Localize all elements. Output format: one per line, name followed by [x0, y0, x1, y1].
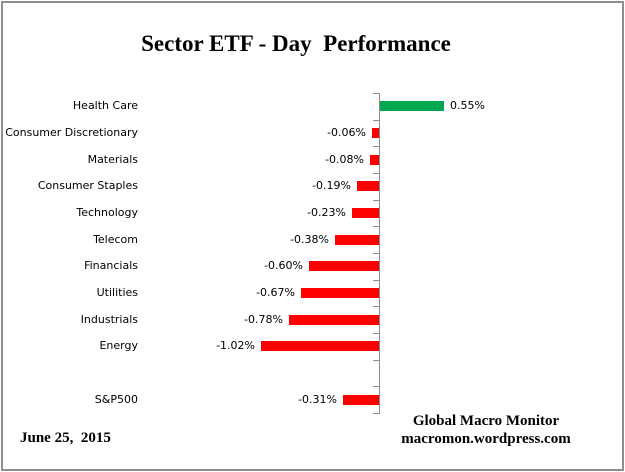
- axis-tick: [373, 333, 379, 334]
- category-label-s-p500: S&P500: [94, 392, 138, 406]
- value-label-technology: -0.23%: [307, 206, 346, 219]
- category-label-energy: Energy: [99, 339, 138, 353]
- bar-health-care: [380, 101, 444, 112]
- axis-tick: [373, 119, 379, 121]
- category-label-consumer-staples: Consumer Staples: [37, 179, 138, 193]
- category-label-telecom: Telecom: [93, 232, 138, 246]
- bar-financials: [309, 261, 379, 272]
- value-label-consumer-staples: -0.19%: [312, 179, 351, 193]
- bar-industrials: [289, 314, 379, 325]
- category-label-financials: Financials: [84, 259, 138, 273]
- value-label-health-care: 0.55%: [450, 99, 485, 113]
- axis-tick: [373, 253, 379, 254]
- date-label: June 25, 2015: [20, 430, 111, 446]
- category-label-industrials: Industrials: [80, 312, 138, 326]
- category-label-consumer-discretionary: Consumer Discretionary: [5, 126, 138, 139]
- value-label-s-p500: -0.31%: [298, 392, 337, 406]
- category-label-materials: Materials: [87, 152, 138, 166]
- bar-consumer-staples: [357, 181, 379, 192]
- value-label-consumer-discretionary: -0.06%: [327, 126, 366, 139]
- value-label-telecom: -0.38%: [290, 232, 329, 246]
- category-label-technology: Technology: [76, 206, 138, 219]
- value-label-energy: -1.02%: [216, 339, 255, 353]
- axis-tick: [373, 386, 379, 388]
- bar-utilities: [301, 288, 379, 298]
- axis-tick: [373, 226, 379, 228]
- bar-consumer-discretionary: [372, 128, 379, 138]
- category-label-health-care: Health Care: [72, 99, 138, 113]
- chart-title: Sector ETF - Day Performance: [141, 31, 451, 56]
- credit-source-name: Global Macro Monitor: [412, 413, 560, 429]
- axis-tick: [373, 306, 379, 308]
- value-label-industrials: -0.78%: [244, 312, 283, 326]
- credit-url: macromon.wordpress.com: [401, 431, 571, 447]
- bar-s-p500: [343, 394, 379, 405]
- bar-materials: [370, 154, 379, 165]
- axis-tick: [373, 279, 379, 281]
- axis-tick: [373, 93, 379, 94]
- axis-tick: [373, 146, 379, 148]
- value-label-financials: -0.60%: [264, 259, 303, 273]
- value-label-materials: -0.08%: [325, 152, 364, 166]
- axis-tick: [373, 413, 379, 414]
- value-axis: [379, 93, 380, 414]
- axis-tick: [373, 199, 379, 201]
- bar-technology: [352, 208, 379, 218]
- bar-energy: [261, 341, 379, 352]
- bar-telecom: [335, 234, 379, 245]
- axis-tick: [373, 173, 379, 174]
- value-label-utilities: -0.67%: [256, 286, 295, 299]
- axis-tick: [373, 359, 379, 361]
- credit-block: Global Macro Monitor macromon.wordpress.…: [378, 412, 594, 448]
- category-label-utilities: Utilities: [96, 286, 138, 299]
